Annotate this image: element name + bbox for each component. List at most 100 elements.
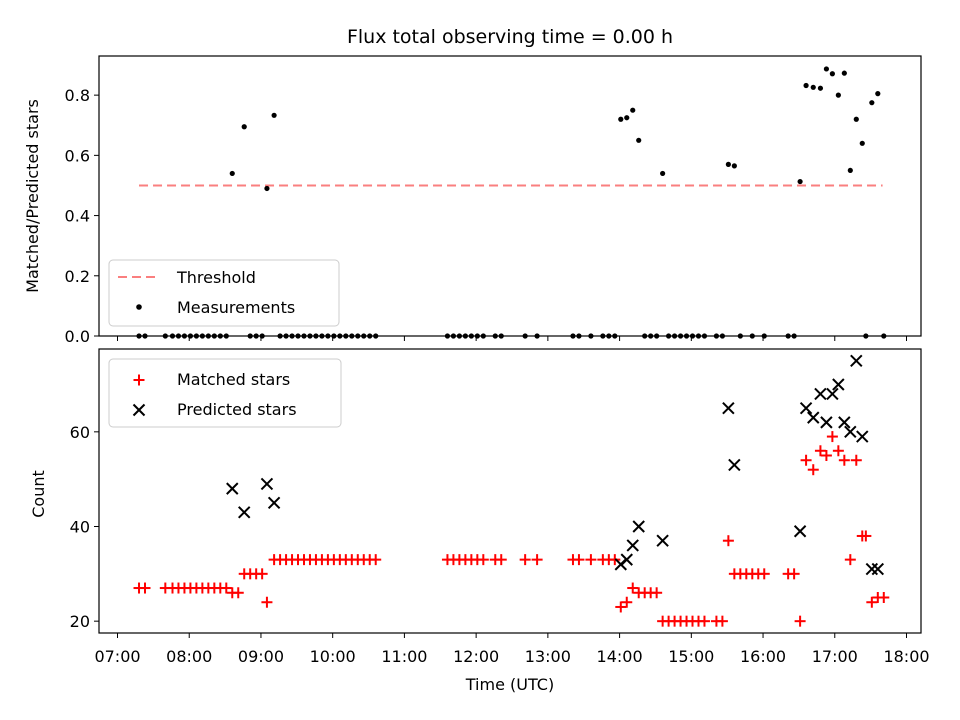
legend-predicted-marker (132, 403, 146, 417)
x-tick-label: 12:00 (453, 647, 499, 666)
matched-star-point (860, 530, 872, 542)
predicted-star-point-b (799, 401, 813, 415)
top-axis-ticks: 0.0 0.2 0.4 0.6 0.8 (65, 86, 907, 346)
predicted-star-point-b (832, 378, 845, 391)
predicted-star-point-b (850, 354, 863, 368)
measurement-point (731, 163, 737, 169)
predicted-star-point (799, 401, 813, 415)
predicted-star-point-b (260, 477, 274, 491)
predicted-star-point (865, 562, 879, 576)
predicted-star-point (807, 411, 820, 424)
top-y-axis-label: Matched/Predicted stars (23, 99, 42, 293)
matched-star-point (370, 554, 382, 566)
matched-star-point (758, 568, 770, 580)
legend-predicted-swatch (132, 403, 146, 417)
top-y-tick-label: 0.6 (65, 146, 90, 165)
measurement-point (823, 66, 830, 72)
measurement-point (624, 115, 630, 121)
measurement-point (264, 185, 270, 192)
top-y-tick-label: 0.8 (65, 86, 90, 105)
predicted-star-point-b (820, 416, 833, 429)
predicted-star-point (722, 401, 735, 415)
matched-star-point (256, 568, 268, 580)
predicted-star-point (793, 525, 807, 538)
x-tick-label: 11:00 (381, 647, 427, 666)
predicted-star-point-b (814, 387, 827, 401)
matched-star-point (838, 454, 850, 466)
predicted-star-point (267, 496, 281, 510)
matched-star-point (814, 445, 826, 457)
legend-predicted-marker-b (132, 403, 146, 417)
x-tick-label: 13:00 (525, 647, 571, 666)
measurement-point (229, 170, 235, 177)
measurement-point (829, 71, 835, 77)
x-axis-label: Time (UTC) (465, 675, 554, 694)
bottom-axis-ticks: 20 40 60 07:00 08:00 09:00 10:00 11:00 12:00 13:0… (70, 423, 930, 666)
bottom-legend: Matched stars Predicted stars (108, 358, 342, 428)
x-tick-label: 18:00 (883, 647, 929, 666)
predicted-star-point (656, 534, 669, 547)
bottom-panel: 20 40 60 07:00 08:00 09:00 10:00 11:00 12:00 13:0… (29, 348, 930, 694)
bottom-y-tick-label: 40 (70, 518, 90, 537)
x-tick-label: 17:00 (812, 647, 858, 666)
predicted-star-point (844, 425, 857, 439)
matched-star-point (800, 454, 812, 466)
predicted-star-point (826, 387, 839, 401)
matched-star-point (615, 601, 627, 613)
predicted-star-point (838, 416, 851, 429)
measurement-point (853, 116, 859, 122)
predicted-star-point (850, 354, 863, 368)
bottom-y-axis-label: Count (29, 470, 48, 518)
measurement-point (875, 91, 881, 97)
predicted-star-point (832, 378, 845, 391)
matched-star-point (519, 554, 531, 566)
predicted-star-point-b (620, 553, 633, 566)
predicted-star-point-b (656, 534, 669, 547)
predicted-star-point (820, 416, 833, 429)
bottom-legend-box (108, 358, 342, 428)
matched-star-point (698, 615, 710, 627)
matched-star-point (788, 568, 800, 580)
measurement-point (803, 82, 809, 89)
predicted-star-point-b (871, 562, 885, 576)
matched-star-point (850, 454, 862, 466)
predicted-star-point (226, 482, 239, 495)
predicted-star-point (620, 553, 633, 566)
x-tick-label: 09:00 (238, 647, 284, 666)
measurement-point (797, 178, 803, 185)
measurement-point (847, 167, 853, 174)
matched-star-point (495, 554, 507, 566)
predicted-star-point-b (856, 430, 869, 443)
predicted-star-point-b (826, 387, 839, 401)
top-y-tick-label: 0.4 (65, 207, 90, 226)
matched-star-point (232, 587, 244, 599)
legend-measurements-swatch (136, 304, 142, 310)
predicted-star-point-b (267, 496, 281, 510)
matched-star-point (261, 596, 273, 608)
chart-title: Flux total observing time = 0.00 h (347, 26, 673, 48)
predicted-star-point-b (728, 458, 741, 472)
top-legend: Threshold Measurements (108, 259, 340, 327)
legend-threshold-label: Threshold (176, 268, 256, 287)
matched-stars-points (133, 431, 890, 627)
measurement-point (725, 161, 731, 167)
measurement-point (660, 170, 666, 177)
predicted-star-point (871, 562, 885, 576)
matched-star-point (627, 582, 639, 594)
x-tick-label: 16:00 (740, 647, 786, 666)
matched-star-point (139, 582, 151, 594)
measurement-point (835, 92, 841, 98)
predicted-star-point-b (793, 525, 807, 538)
matched-star-point (820, 450, 832, 461)
predicted-star-point-b (238, 506, 251, 519)
predicted-star-point (238, 506, 251, 519)
legend-matched-label: Matched stars (177, 370, 290, 389)
measurement-point (241, 124, 247, 130)
matched-star-point (651, 587, 663, 599)
measurement-point (636, 137, 642, 143)
top-plot-frame (98, 55, 922, 337)
measurement-point (630, 107, 636, 113)
measurement-point (859, 140, 865, 146)
matched-star-point (722, 535, 734, 547)
measurement-point (817, 85, 824, 91)
